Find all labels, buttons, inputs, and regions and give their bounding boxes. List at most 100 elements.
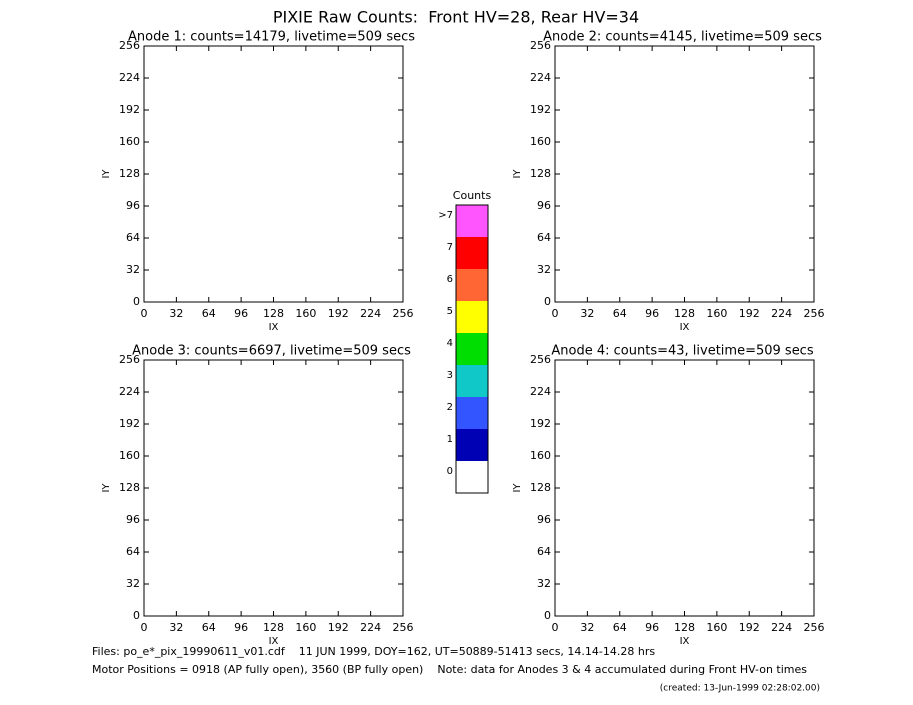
x-tick-label: 160 — [295, 621, 316, 634]
footer-motor: Motor Positions = 0918 (AP fully open), … — [92, 663, 807, 676]
y-tick-label: 224 — [119, 71, 140, 84]
y-tick-label: 32 — [126, 263, 140, 276]
x-tick-label: 128 — [674, 307, 695, 320]
x-tick-label: 32 — [169, 307, 183, 320]
y-tick-label: 256 — [530, 39, 551, 52]
x-tick-label: 192 — [328, 621, 349, 634]
colorbar-label: >7 — [438, 210, 453, 221]
y-axis-label: IY — [512, 483, 523, 493]
x-tick-label: 64 — [202, 621, 216, 634]
y-axis-label: IY — [101, 169, 112, 179]
x-tick-label: 96 — [234, 621, 248, 634]
x-tick-label: 96 — [645, 307, 659, 320]
colorbar-label: 1 — [447, 434, 453, 445]
colorbar-swatch — [456, 429, 488, 461]
x-tick-label: 256 — [804, 307, 825, 320]
x-tick-label: 128 — [674, 621, 695, 634]
colorbar-swatch — [456, 333, 488, 365]
y-tick-label: 96 — [537, 199, 551, 212]
x-tick-label: 96 — [234, 307, 248, 320]
footer-files: Files: po_e*_pix_19990611_v01.cdf 11 JUN… — [92, 645, 655, 658]
footer-created: (created: 13-Jun-1999 02:28:02.00) — [660, 684, 820, 694]
colorbar-swatch — [456, 205, 488, 237]
y-tick-label: 96 — [126, 513, 140, 526]
y-tick-label: 160 — [530, 135, 551, 148]
y-axis-label: IY — [512, 169, 523, 179]
x-tick-label: 32 — [169, 621, 183, 634]
page-title: PIXIE Raw Counts: Front HV=28, Rear HV=3… — [273, 8, 639, 27]
y-tick-label: 192 — [119, 103, 140, 116]
colorbar-label: 2 — [447, 402, 453, 413]
y-tick-label: 32 — [126, 577, 140, 590]
y-tick-label: 64 — [126, 231, 140, 244]
y-tick-label: 160 — [530, 449, 551, 462]
y-axis-label: IY — [101, 483, 112, 493]
y-tick-label: 128 — [119, 167, 140, 180]
x-tick-label: 224 — [360, 621, 381, 634]
y-tick-label: 192 — [530, 103, 551, 116]
x-tick-label: 224 — [771, 621, 792, 634]
plot-frame — [554, 45, 815, 303]
panel-title: Anode 3: counts=6697, livetime=509 secs — [132, 344, 411, 359]
y-tick-label: 0 — [133, 609, 140, 622]
x-tick-label: 256 — [393, 621, 414, 634]
x-axis-label: IX — [680, 636, 690, 647]
plot-frame — [143, 359, 404, 617]
y-tick-label: 224 — [530, 71, 551, 84]
x-tick-label: 192 — [739, 621, 760, 634]
x-tick-label: 0 — [141, 307, 148, 320]
x-tick-label: 64 — [202, 307, 216, 320]
x-tick-label: 32 — [580, 621, 594, 634]
y-tick-label: 128 — [530, 481, 551, 494]
y-tick-label: 192 — [530, 417, 551, 430]
x-tick-label: 160 — [295, 307, 316, 320]
colorbar-swatch — [456, 237, 488, 269]
colorbar-label: 5 — [447, 306, 453, 317]
y-tick-label: 256 — [119, 353, 140, 366]
x-tick-label: 160 — [706, 307, 727, 320]
colorbar-label: 3 — [447, 370, 453, 381]
colorbar-label: 7 — [447, 242, 453, 253]
y-tick-label: 32 — [537, 263, 551, 276]
x-tick-label: 0 — [552, 621, 559, 634]
y-tick-label: 192 — [119, 417, 140, 430]
x-tick-label: 192 — [328, 307, 349, 320]
x-tick-label: 64 — [613, 307, 627, 320]
y-tick-label: 0 — [544, 609, 551, 622]
colorbar-swatch — [456, 301, 488, 333]
colorbar-title: Counts — [453, 189, 492, 202]
y-tick-label: 224 — [530, 385, 551, 398]
x-tick-label: 0 — [552, 307, 559, 320]
y-tick-label: 64 — [537, 231, 551, 244]
x-tick-label: 64 — [613, 621, 627, 634]
y-tick-label: 160 — [119, 135, 140, 148]
colorbar-label: 4 — [447, 338, 453, 349]
x-tick-label: 256 — [804, 621, 825, 634]
colorbar-frame — [455, 204, 489, 494]
x-axis-label: IX — [269, 636, 279, 647]
x-tick-label: 128 — [263, 621, 284, 634]
x-tick-label: 192 — [739, 307, 760, 320]
x-axis-label: IX — [680, 322, 690, 333]
y-tick-label: 160 — [119, 449, 140, 462]
colorbar-swatch — [456, 269, 488, 301]
y-tick-label: 128 — [530, 167, 551, 180]
y-tick-label: 96 — [537, 513, 551, 526]
plot-frame — [554, 359, 815, 617]
x-tick-label: 128 — [263, 307, 284, 320]
y-tick-label: 0 — [544, 295, 551, 308]
panel-title: Anode 1: counts=14179, livetime=509 secs — [128, 30, 415, 45]
x-tick-label: 32 — [580, 307, 594, 320]
colorbar-swatch — [456, 461, 488, 493]
x-tick-label: 96 — [645, 621, 659, 634]
x-tick-label: 160 — [706, 621, 727, 634]
colorbar-swatch — [456, 397, 488, 429]
colorbar-swatch — [456, 365, 488, 397]
y-tick-label: 64 — [126, 545, 140, 558]
colorbar-label: 0 — [447, 466, 453, 477]
y-tick-label: 128 — [119, 481, 140, 494]
y-tick-label: 0 — [133, 295, 140, 308]
x-tick-label: 224 — [360, 307, 381, 320]
y-tick-label: 64 — [537, 545, 551, 558]
